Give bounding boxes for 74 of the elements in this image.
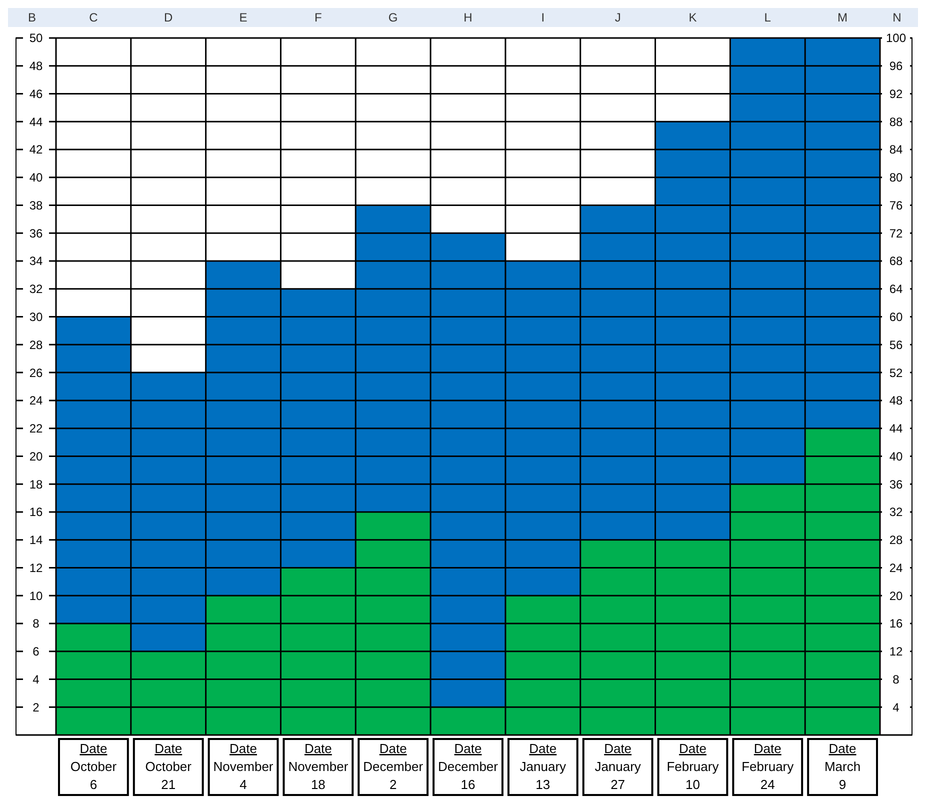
x-tick-label: Date January 27 [594,741,642,792]
x-tick-label: Date October 6 [70,741,118,792]
y2-tick-label: 20 [889,588,903,603]
y2-tick-label: 8 [892,672,900,686]
text: D [164,10,174,25]
y2-tick-label: 28 [889,533,903,548]
y2-tick-label: 44 [889,422,903,436]
y-tick-label: 14 [29,533,43,548]
y-tick-label: 36 [29,226,43,240]
y2-tick-label: 64 [889,282,903,296]
y-tick-label: 42 [29,142,43,157]
x-tick-label: Date October 21 [145,741,192,792]
y-tick-label: 48 [29,59,43,74]
x-tick-label: Date January 13 [520,741,567,792]
y-tick-label: 12 [29,560,43,575]
text: B [28,10,36,25]
y-tick-label: 34 [29,254,43,268]
y-tick-label: 2 [32,700,40,714]
y2-tick-label: 36 [889,477,903,492]
x-tick-label: Date November 18 [288,741,349,792]
x-tick-label: Date November 4 [213,741,274,792]
y-tick-label: 32 [29,282,43,296]
y-tick-label: 22 [29,422,43,436]
y-tick-label: 20 [29,449,43,464]
y2-tick-label: 40 [889,449,903,464]
x-tick-label: Date December 16 [438,741,499,792]
x-tick-label: Date February 10 [666,741,720,792]
text: I [541,10,545,25]
y2-tick-label: 68 [889,254,903,268]
y2-tick-label: 32 [889,505,903,520]
text: G [388,10,398,25]
y-tick-label: 4 [32,672,40,686]
text: M [838,10,848,25]
x-tick-label: Date March 9 [824,741,861,792]
y-tick-label: 8 [32,616,40,631]
y-tick-label: 50 [29,31,43,46]
y2-tick-label: 16 [889,616,903,631]
y2-tick-label: 100 [886,31,906,46]
text: E [239,10,248,25]
y-tick-label: 6 [32,644,40,659]
text: J [614,10,621,25]
y2-tick-label: 12 [889,644,903,659]
y-tick-label: 44 [29,114,43,129]
y2-tick-label: 88 [889,114,903,129]
y2-tick-label: 60 [889,310,903,324]
y-tick-label: 24 [29,394,43,408]
y-tick-label: 18 [29,477,43,492]
y2-tick-label: 52 [889,366,903,380]
y2-tick-label: 76 [889,198,903,212]
text: C [89,10,98,25]
text: F [314,10,322,25]
y-tick-label: 30 [29,310,43,324]
y-tick-label: 26 [29,366,43,380]
y-tick-label: 10 [29,588,43,603]
y-tick-label: 28 [29,338,43,352]
y2-tick-label: 24 [889,560,903,575]
y2-tick-label: 4 [892,700,900,714]
x-tick-label: Date December 2 [363,741,424,792]
y2-tick-label: 72 [889,226,903,240]
text: H [464,10,472,25]
y2-tick-label: 96 [889,59,903,74]
text: K [688,10,697,25]
y2-tick-label: 56 [889,338,903,352]
text: L [764,10,772,25]
y-tick-label: 16 [29,505,43,520]
y2-tick-label: 84 [889,142,903,157]
y2-tick-label: 80 [889,170,903,185]
y-tick-label: 46 [29,86,43,101]
y-tick-label: 40 [29,170,43,185]
y2-tick-label: 48 [889,394,903,408]
x-tick-label: Date February 24 [742,741,794,792]
text: N [892,10,902,25]
y2-tick-label: 92 [889,86,903,101]
y-tick-label: 38 [29,198,43,212]
